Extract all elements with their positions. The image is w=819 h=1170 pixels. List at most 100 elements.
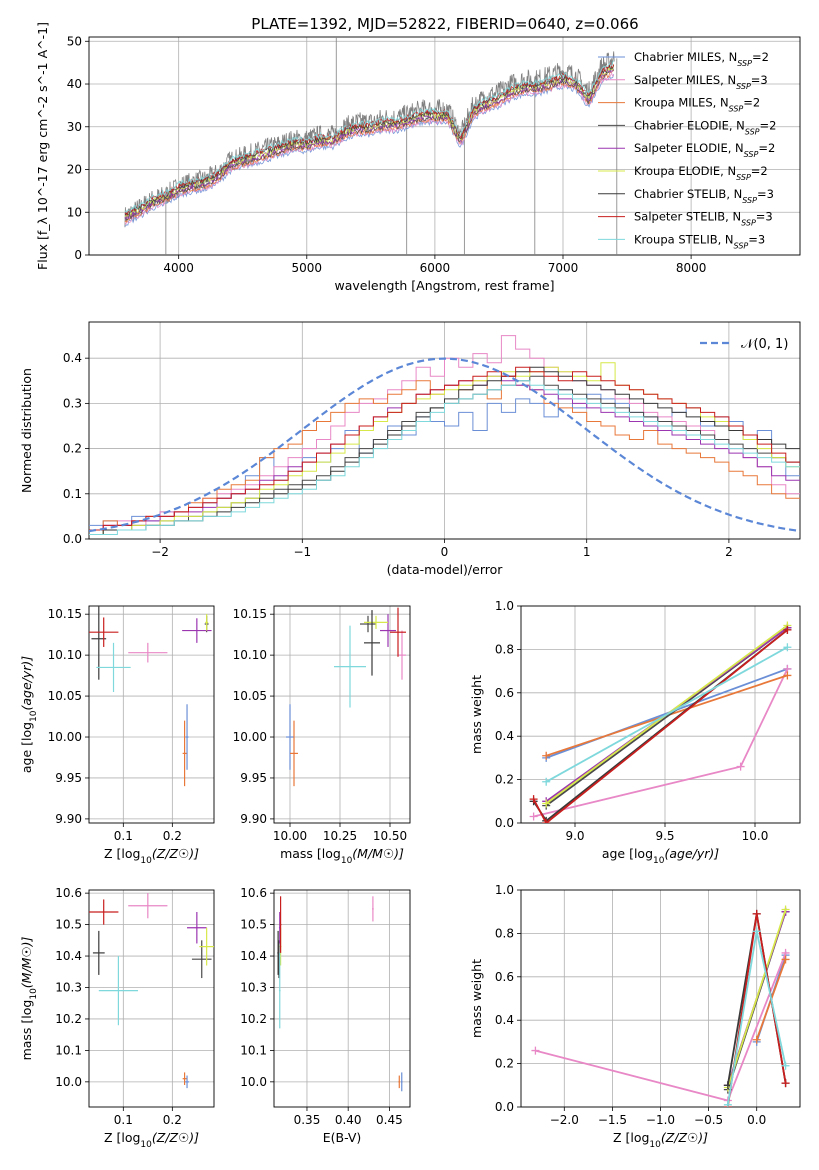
y-tick-label: 9.90 bbox=[240, 812, 267, 826]
y-tick-label: 10.6 bbox=[55, 886, 82, 900]
y-tick-label: 0 bbox=[74, 248, 82, 262]
y-tick-label: 10.10 bbox=[48, 648, 82, 662]
mass-weight-marker bbox=[542, 751, 551, 760]
mass-weight-marker bbox=[542, 799, 551, 808]
y-tick-label: 10.1 bbox=[55, 1043, 82, 1057]
mass-weight-marker bbox=[529, 795, 538, 804]
model-spectrum-line bbox=[124, 62, 615, 217]
y-tick-label: 10.15 bbox=[233, 607, 267, 621]
model-spectrum-line bbox=[124, 67, 615, 221]
x-tick-label: 0.0 bbox=[747, 1113, 766, 1127]
y-tick-label: 10.2 bbox=[240, 1012, 267, 1026]
axes-frame bbox=[88, 889, 215, 1108]
residual-histogram bbox=[89, 366, 800, 531]
mass-weight-marker bbox=[736, 762, 745, 771]
x-tick-label: 8000 bbox=[676, 261, 707, 275]
y-tick-label: 10.15 bbox=[48, 607, 82, 621]
x-tick-label: −2.0 bbox=[550, 1113, 579, 1127]
residual-histogram bbox=[89, 366, 800, 535]
y-tick-label: 30 bbox=[67, 120, 82, 134]
x-tick-label: 0.2 bbox=[163, 1113, 182, 1127]
x-tick-label: −2 bbox=[151, 545, 169, 559]
x-tick-label: 1 bbox=[583, 545, 591, 559]
normal-legend-label: 𝒩(0, 1) bbox=[741, 337, 788, 352]
y-tick-label: 0.2 bbox=[495, 773, 514, 787]
x-tick-label: 0.1 bbox=[114, 1113, 133, 1127]
plot-area bbox=[89, 335, 800, 535]
axes-frame bbox=[520, 889, 801, 1108]
y-tick-label: 10.0 bbox=[55, 1075, 82, 1089]
mass-weight-marker bbox=[752, 927, 761, 936]
x-tick-label: 4000 bbox=[163, 261, 194, 275]
y-tick-label: 0.3 bbox=[63, 396, 82, 410]
x-axis-label: E(B-V) bbox=[323, 1130, 362, 1145]
mass-weight-marker bbox=[542, 777, 551, 786]
normal-distribution-curve bbox=[89, 357, 800, 533]
x-tick-label: 10.0 bbox=[742, 829, 769, 843]
y-tick-label: 0.8 bbox=[495, 926, 514, 940]
legend-label: Salpeter STELIB, NSSP=3 bbox=[634, 210, 773, 228]
panel-residuals: −2 −1 0 1 2 0.0 0.1 0.2 0.3 0.4 (data-model)/error… bbox=[19, 321, 801, 577]
x-tick-label: 10.00 bbox=[273, 829, 307, 843]
x-axis-label: wavelength [Angstrom, rest frame] bbox=[334, 278, 554, 293]
axes-frame bbox=[520, 605, 801, 824]
plot-area bbox=[89, 893, 214, 1089]
y-tick-label: 10.6 bbox=[240, 886, 267, 900]
y-tick-label: 50 bbox=[67, 34, 82, 48]
residual-histogram bbox=[89, 380, 800, 535]
model-spectrum-line bbox=[124, 70, 614, 224]
y-axis-label: Normed distribution bbox=[19, 368, 34, 493]
x-tick-label: −1 bbox=[293, 545, 311, 559]
mass-weight-marker bbox=[783, 625, 792, 634]
x-tick-label: 0.40 bbox=[335, 1113, 362, 1127]
mass-weight-marker bbox=[781, 955, 790, 964]
legend-label: Kroupa ELODIE, NSSP=2 bbox=[634, 164, 768, 182]
y-tick-label: 1.0 bbox=[495, 599, 514, 613]
y-tick-label: 10.5 bbox=[240, 918, 267, 932]
x-axis-label: (data-model)/error bbox=[387, 562, 504, 577]
y-tick-label: 10.05 bbox=[233, 689, 267, 703]
axes-frame bbox=[88, 605, 215, 824]
y-tick-label: 0.4 bbox=[63, 351, 82, 365]
y-tick-label: 0.6 bbox=[495, 686, 514, 700]
legend-label: Kroupa STELIB, NSSP=3 bbox=[634, 232, 765, 250]
mass-weight-marker bbox=[542, 819, 551, 823]
y-tick-label: 20 bbox=[67, 163, 82, 177]
plot-area bbox=[529, 621, 792, 823]
y-tick-label: 10.3 bbox=[240, 980, 267, 994]
x-tick-label: 9.0 bbox=[565, 829, 584, 843]
panel-spectrum: 4000 5000 6000 7000 8000 0 10 20 30 40 50 wavelengt… bbox=[35, 22, 801, 293]
mass-weight-marker bbox=[723, 1100, 732, 1107]
plot-area bbox=[124, 37, 618, 255]
axes-frame bbox=[273, 889, 411, 1108]
plot-area bbox=[531, 905, 790, 1107]
mass-weight-marker bbox=[752, 909, 761, 918]
y-tick-label: 1.0 bbox=[495, 883, 514, 897]
y-tick-label: 0.0 bbox=[495, 1100, 514, 1114]
x-tick-label: 0 bbox=[441, 545, 449, 559]
mass-weight-marker bbox=[781, 905, 790, 914]
y-tick-label: 0.2 bbox=[495, 1057, 514, 1071]
x-tick-label: 2 bbox=[725, 545, 733, 559]
y-tick-label: 9.90 bbox=[55, 812, 82, 826]
legend-label: Chabrier ELODIE, NSSP=2 bbox=[634, 118, 776, 136]
y-tick-label: 9.95 bbox=[240, 771, 267, 785]
legend-label: Chabrier MILES, NSSP=2 bbox=[634, 50, 769, 68]
y-tick-label: 10.10 bbox=[233, 648, 267, 662]
x-tick-label: −1.0 bbox=[646, 1113, 675, 1127]
y-tick-label: 0.8 bbox=[495, 642, 514, 656]
model-spectrum-line bbox=[124, 74, 615, 227]
y-tick-label: 10.1 bbox=[240, 1043, 267, 1057]
mass-weight-marker bbox=[781, 1079, 790, 1088]
figure-title: PLATE=1392, MJD=52822, FIBERID=0640, z=0… bbox=[251, 15, 638, 33]
x-tick-label: 0.1 bbox=[114, 829, 133, 843]
x-tick-label: 5000 bbox=[292, 261, 323, 275]
y-tick-label: 10.00 bbox=[48, 730, 82, 744]
axes-frame bbox=[273, 605, 411, 824]
mass-weight-marker bbox=[783, 643, 792, 652]
mass-weight-marker bbox=[752, 1035, 761, 1044]
legend-label: Salpeter MILES, NSSP=3 bbox=[634, 73, 768, 91]
y-tick-label: 0.1 bbox=[63, 487, 82, 501]
